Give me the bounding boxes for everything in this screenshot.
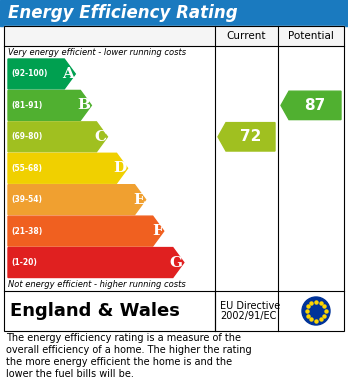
Text: the more energy efficient the home is and the: the more energy efficient the home is an… xyxy=(6,357,232,367)
Text: England & Wales: England & Wales xyxy=(10,302,180,320)
Polygon shape xyxy=(8,153,127,183)
Text: C: C xyxy=(94,130,106,144)
Text: 72: 72 xyxy=(240,129,261,144)
Polygon shape xyxy=(218,123,275,151)
Text: (81-91): (81-91) xyxy=(11,101,42,110)
Polygon shape xyxy=(8,122,108,152)
Circle shape xyxy=(302,297,330,325)
Bar xyxy=(4,26,344,331)
Text: overall efficiency of a home. The higher the rating: overall efficiency of a home. The higher… xyxy=(6,345,252,355)
Bar xyxy=(0,0,348,26)
Text: B: B xyxy=(77,99,90,112)
Text: Energy Efficiency Rating: Energy Efficiency Rating xyxy=(8,4,238,22)
Text: EU Directive: EU Directive xyxy=(220,301,280,311)
Polygon shape xyxy=(8,185,145,215)
Bar xyxy=(4,26,344,46)
Text: (1-20): (1-20) xyxy=(11,258,37,267)
Text: 2002/91/EC: 2002/91/EC xyxy=(220,311,276,321)
Polygon shape xyxy=(8,248,184,278)
Text: (92-100): (92-100) xyxy=(11,70,47,79)
Polygon shape xyxy=(281,91,341,120)
Text: (21-38): (21-38) xyxy=(11,227,42,236)
Text: Not energy efficient - higher running costs: Not energy efficient - higher running co… xyxy=(8,280,186,289)
Polygon shape xyxy=(8,90,92,120)
Text: D: D xyxy=(113,161,127,175)
Text: E: E xyxy=(133,193,145,207)
Polygon shape xyxy=(8,216,164,246)
Polygon shape xyxy=(8,59,75,89)
Text: The energy efficiency rating is a measure of the: The energy efficiency rating is a measur… xyxy=(6,333,241,343)
Text: F: F xyxy=(152,224,163,238)
Text: G: G xyxy=(170,256,183,269)
Text: (39-54): (39-54) xyxy=(11,195,42,204)
Text: Potential: Potential xyxy=(288,31,334,41)
Text: Current: Current xyxy=(227,31,266,41)
Text: lower the fuel bills will be.: lower the fuel bills will be. xyxy=(6,369,134,379)
Text: 87: 87 xyxy=(304,98,326,113)
Text: Very energy efficient - lower running costs: Very energy efficient - lower running co… xyxy=(8,48,186,57)
Text: A: A xyxy=(62,67,74,81)
Text: (69-80): (69-80) xyxy=(11,132,42,141)
Text: (55-68): (55-68) xyxy=(11,164,42,173)
